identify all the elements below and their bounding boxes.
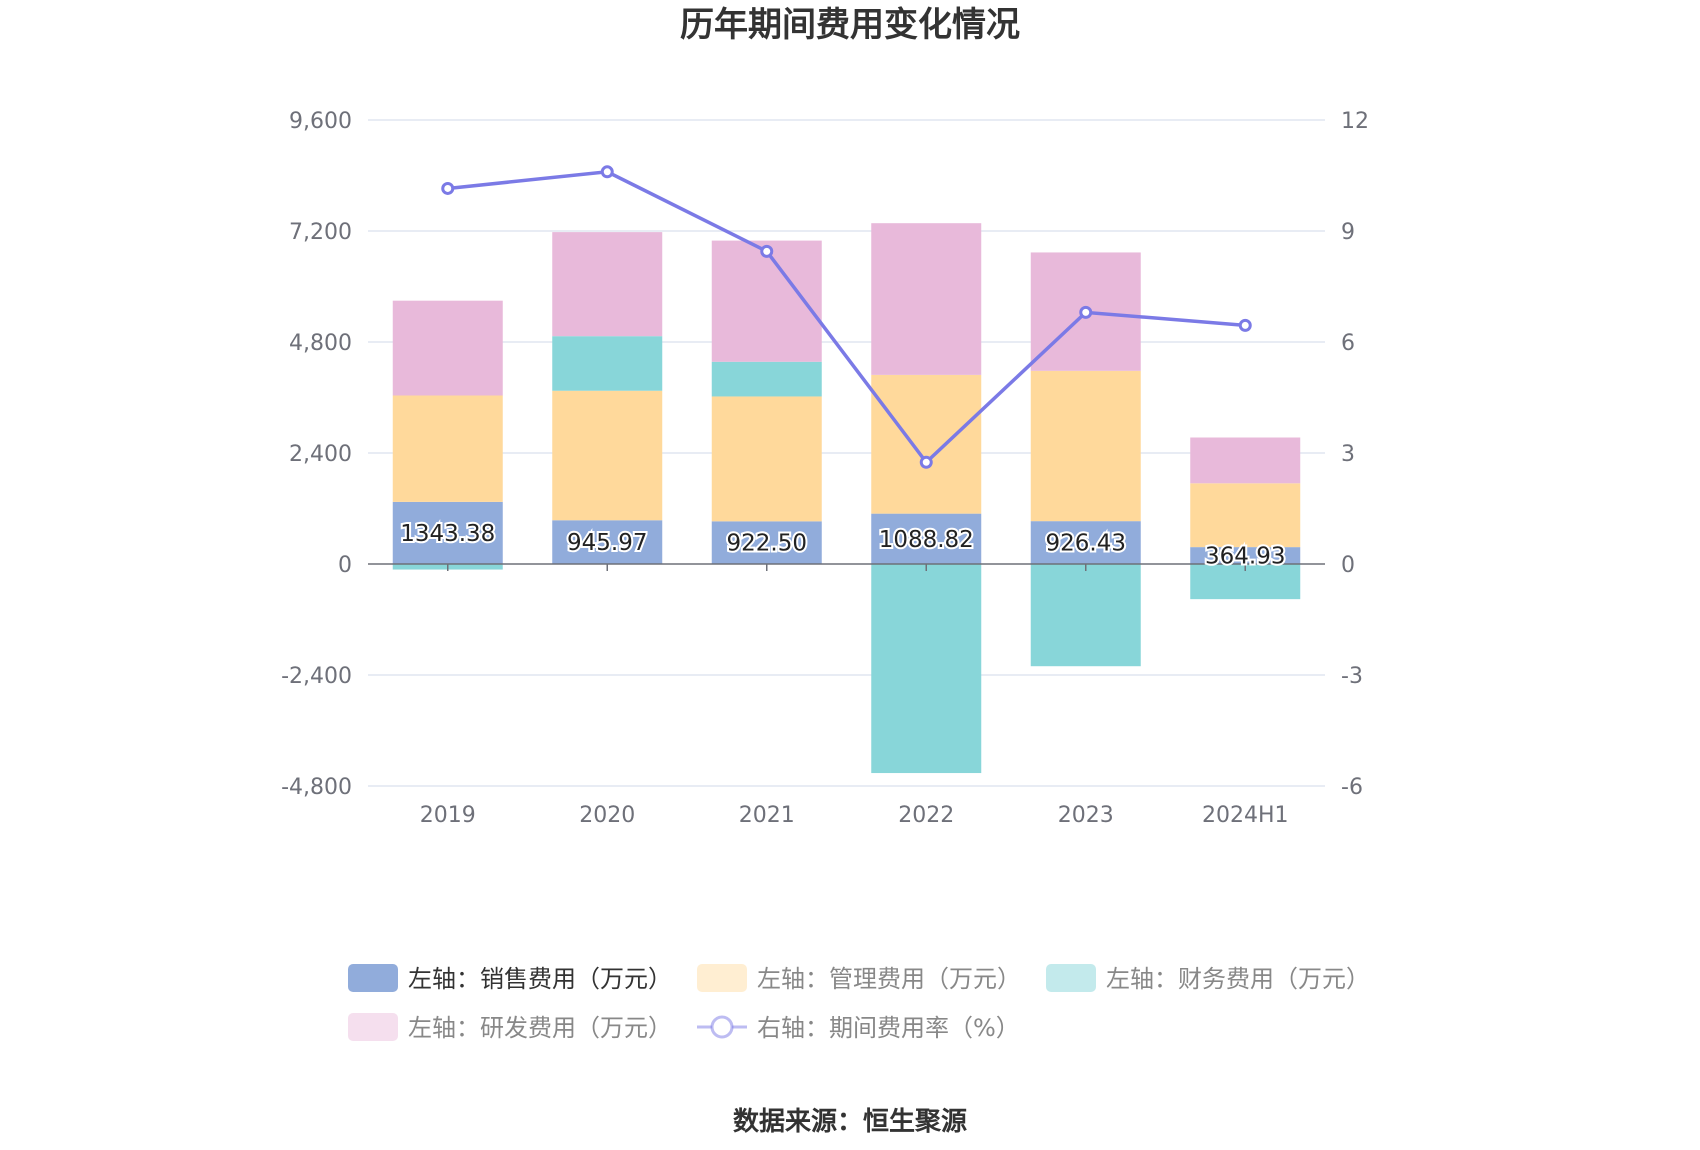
x-label-2024H1: 2024H1 [1202,803,1289,828]
bar-3-2022 [871,223,982,375]
legend-swatch-0 [348,964,398,992]
legend-swatch-3 [348,1013,398,1041]
bar-1-2020 [552,390,663,521]
bar-2-2023 [1030,564,1141,667]
chart-title: 历年期间费用变化情况 [680,5,1020,45]
rate-point-2022 [919,455,933,469]
left-tick-label: -2,400 [281,664,352,689]
bar-1-2021 [711,396,822,522]
left-tick-label: 0 [338,553,352,578]
right-tick-label: 9 [1341,220,1355,245]
bar-1-2024H1 [1190,483,1301,548]
data-labels: 1343.38 945.97 922.50 1088.82 926.43 364.93 [398,519,1287,572]
bar-1-2019 [392,395,503,502]
grid-lines [368,119,1325,787]
bar-1-2023 [1030,370,1141,522]
x-label-2020: 2020 [579,803,635,828]
bar-2-2022 [871,564,982,774]
rate-point-2024H1 [1238,318,1252,332]
legend-label-1: 左轴：管理费用（万元） [757,965,1021,993]
bar-0-2019 [392,501,503,564]
legend-label-4: 右轴：期间费用率（%） [757,1014,1020,1042]
legend-label-3: 左轴：研发费用（万元） [408,1014,672,1042]
right-tick-label: -6 [1341,775,1363,800]
bar-0-2022 [871,513,982,564]
legend-swatch-2 [1046,964,1096,992]
data-label-sales-2022: 1088.82 [879,527,974,553]
rate-line-series [441,165,1252,469]
x-label-2021: 2021 [739,803,795,828]
bar-2-2021 [711,361,822,397]
data-label-sales-2023: 926.43 [1046,531,1126,557]
rate-point-2021 [760,244,774,258]
left-tick-label: 2,400 [289,442,352,467]
bar-1-2022 [871,374,982,514]
x-label-2019: 2019 [420,803,476,828]
left-y-axis: -4,800 -2,400 0 2,400 4,800 7,200 9,600 [281,109,352,800]
bar-2-2020 [552,336,663,391]
data-label-sales-2024H1: 364.93 [1205,544,1285,570]
right-tick-label: 0 [1341,553,1355,578]
data-label-sales-2019: 1343.38 [400,521,495,547]
bar-0-2023 [1030,521,1141,564]
right-tick-label: 12 [1341,109,1369,134]
source-text: 数据来源：恒生聚源 [733,1107,967,1137]
bar-3-2019 [392,300,503,396]
bar-3-2020 [552,232,663,337]
legend-label-2: 左轴：财务费用（万元） [1106,965,1370,993]
legend-label-0: 左轴：销售费用（万元） [408,965,672,993]
bar-series [392,223,1301,774]
x-label-2023: 2023 [1058,803,1114,828]
right-tick-label: 3 [1341,442,1355,467]
legend-line-marker [710,1015,734,1039]
bar-3-2024H1 [1190,437,1301,484]
rate-point-2019 [441,181,455,195]
rate-point-2020 [600,165,614,179]
bar-0-2024H1 [1190,547,1301,564]
left-tick-label: -4,800 [281,775,352,800]
bar-0-2021 [711,521,822,564]
right-tick-label: 6 [1341,331,1355,356]
data-label-sales-2020: 945.97 [567,530,647,556]
x-axis [368,563,1325,571]
legend-swatch-1 [697,964,747,992]
right-tick-label: -3 [1341,664,1363,689]
right-y-axis: -6 -3 0 3 6 9 12 [1341,109,1369,800]
left-tick-label: 4,800 [289,331,352,356]
x-axis-labels: 2019 2020 2021 2022 2023 2024H1 [420,803,1289,828]
data-label-sales-2021: 922.50 [727,531,807,557]
rate-line [447,170,1246,465]
left-tick-label: 7,200 [289,220,352,245]
legend: 左轴：销售费用（万元） 左轴：管理费用（万元） 左轴：财务费用（万元） 左轴：研发费用… [348,964,1370,1042]
left-tick-label: 9,600 [289,109,352,134]
bar-0-2020 [552,520,663,564]
x-label-2022: 2022 [898,803,954,828]
rate-point-2023 [1079,305,1093,319]
